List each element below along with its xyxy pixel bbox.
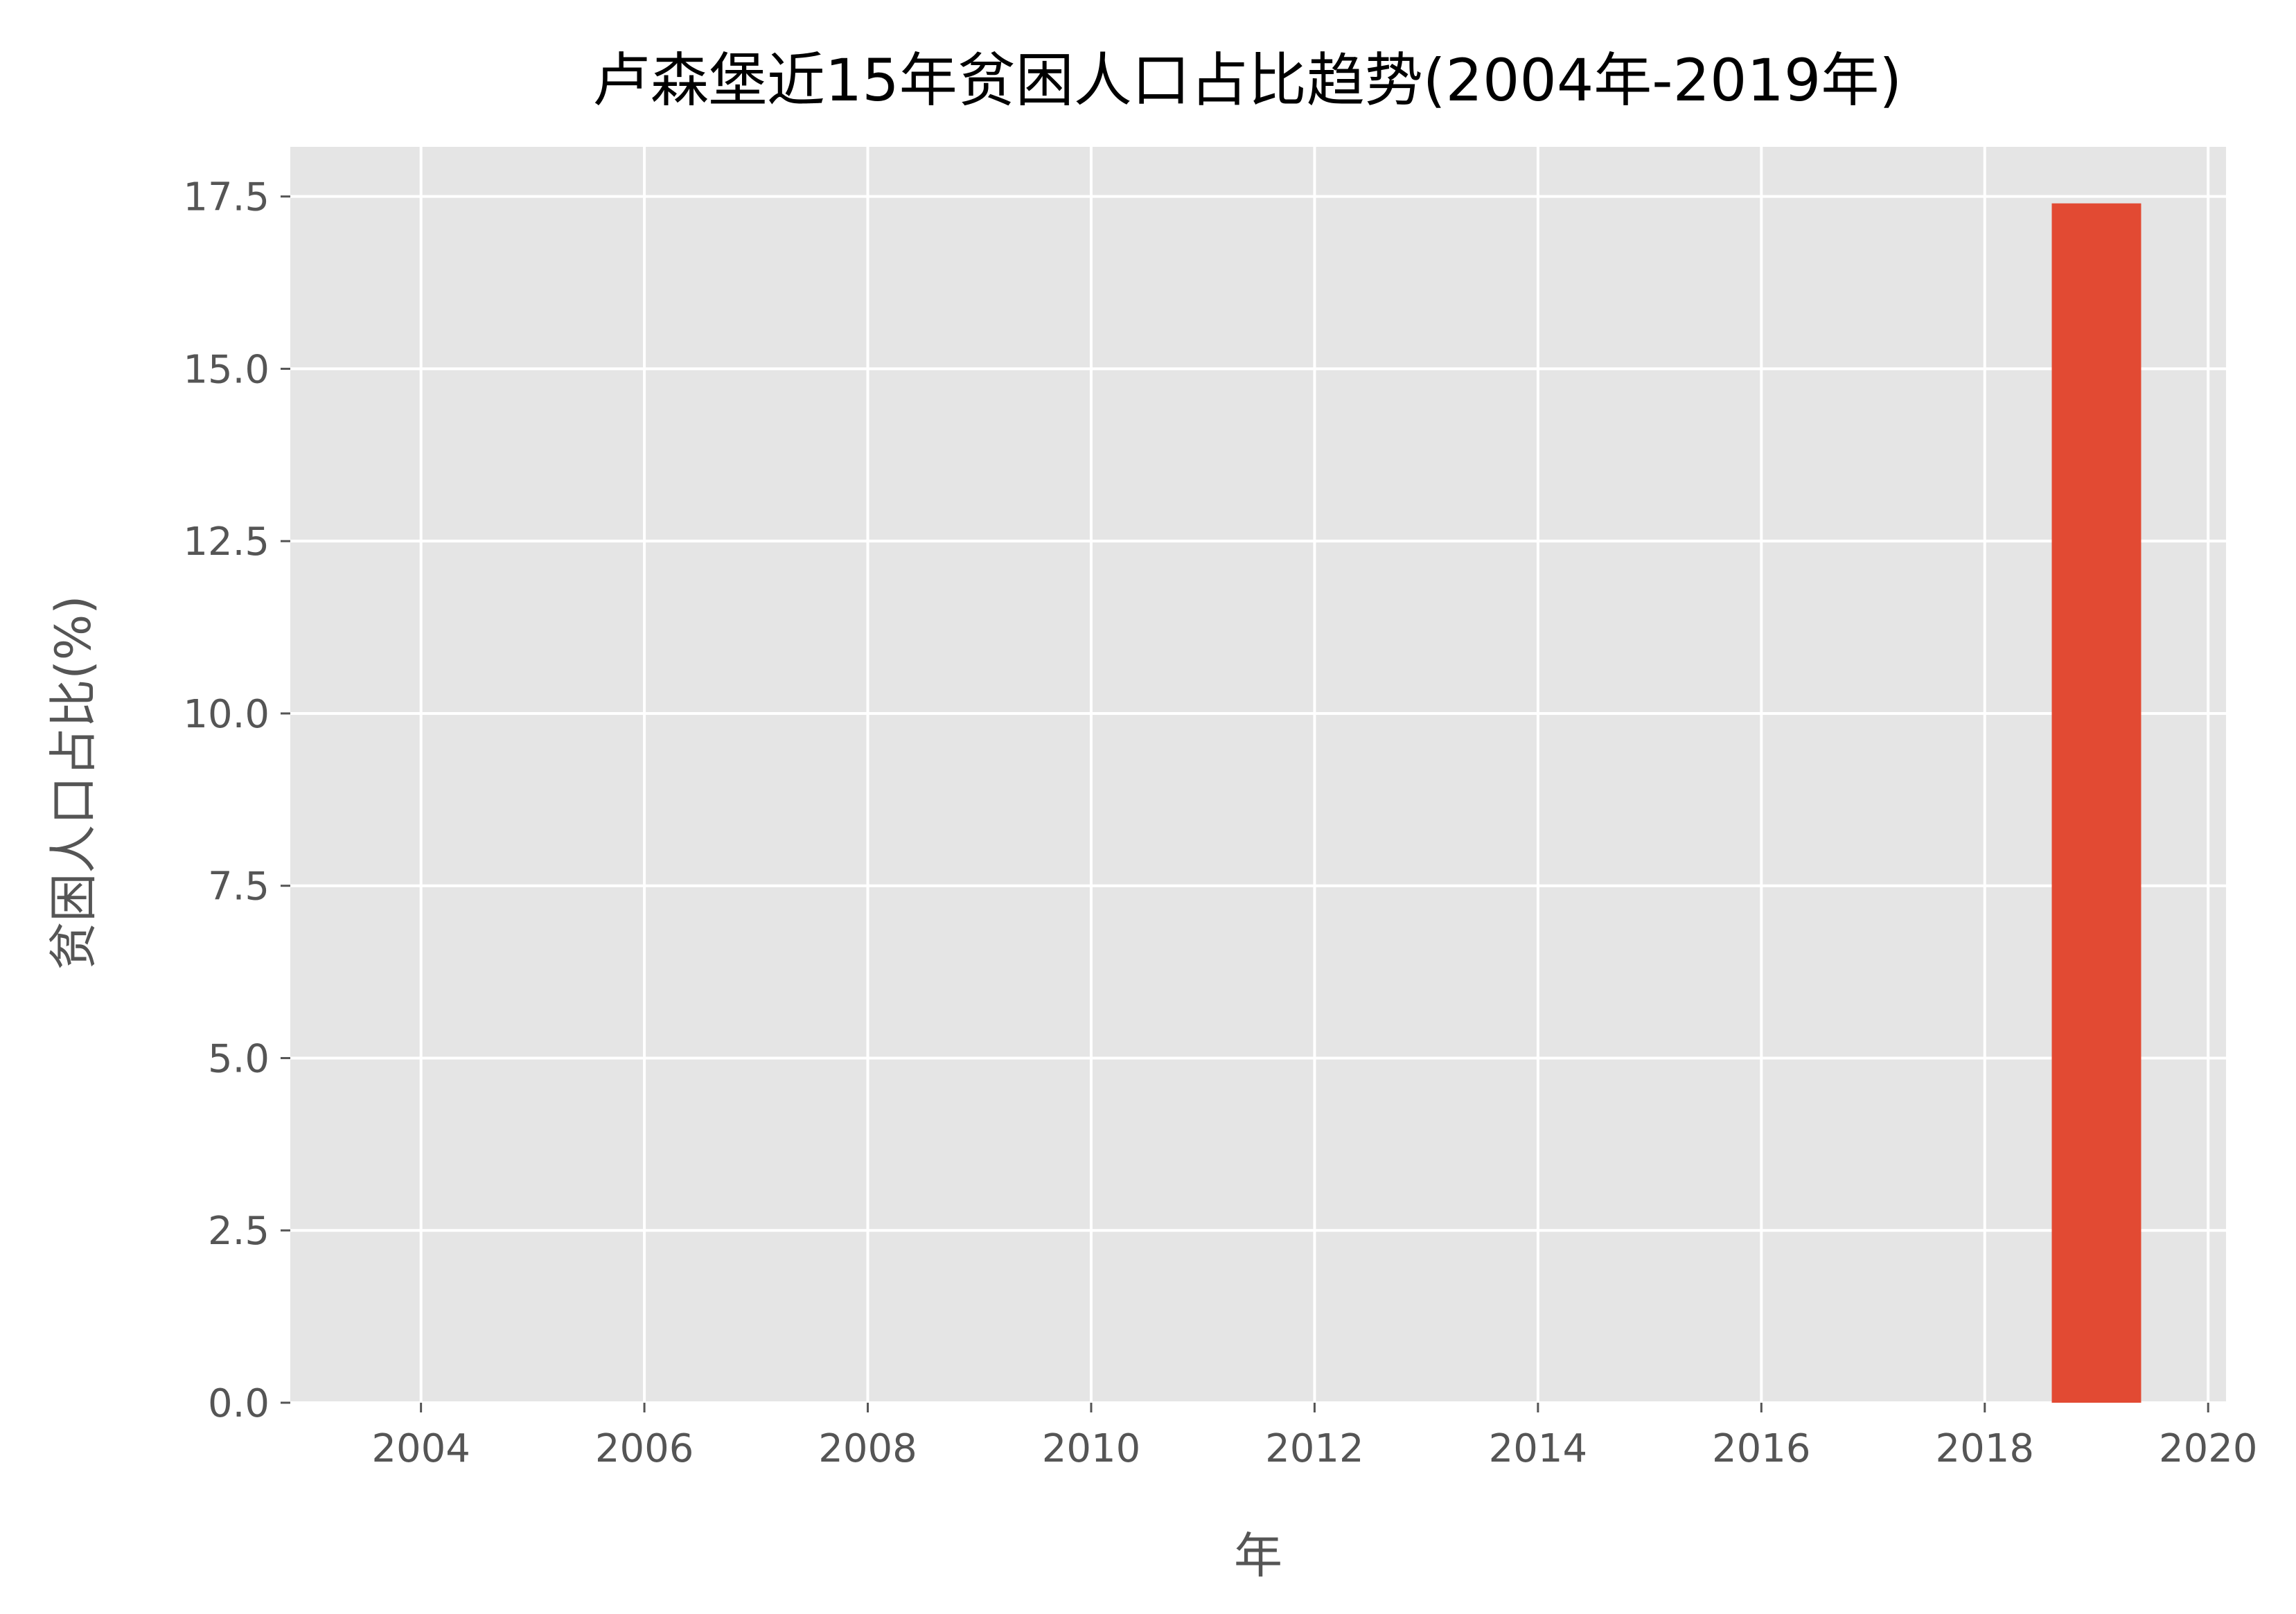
x-axis-label: 年 [1234, 1527, 1282, 1584]
plot-area [290, 147, 2226, 1403]
x-tick-label: 2006 [595, 1426, 694, 1471]
x-tick-label: 2008 [818, 1426, 917, 1471]
x-tick-label: 2004 [371, 1426, 470, 1471]
y-tick-label: 12.5 [183, 520, 270, 565]
y-tick-label: 2.5 [208, 1209, 270, 1254]
x-tick-label: 2018 [1935, 1426, 2034, 1471]
y-tick-label: 17.5 [183, 175, 270, 220]
x-tick-label: 2014 [1489, 1426, 1588, 1471]
y-axis-label: 贫困人口占比(%) [45, 595, 102, 970]
x-tick-label: 2010 [1042, 1426, 1141, 1471]
y-tick-label: 5.0 [208, 1036, 270, 1081]
x-tick-label: 2016 [1712, 1426, 1811, 1471]
chart-title: 卢森堡近15年贫困人口占比趋势(2004年-2019年) [592, 46, 1902, 114]
y-tick-label: 15.0 [183, 347, 270, 392]
x-tick-label: 2012 [1265, 1426, 1364, 1471]
y-tick-label: 0.0 [208, 1381, 270, 1426]
y-tick-label: 10.0 [183, 692, 270, 737]
x-tick-label: 2020 [2159, 1426, 2258, 1471]
bar-2019 [2051, 203, 2142, 1403]
y-tick-label: 7.5 [208, 864, 270, 910]
